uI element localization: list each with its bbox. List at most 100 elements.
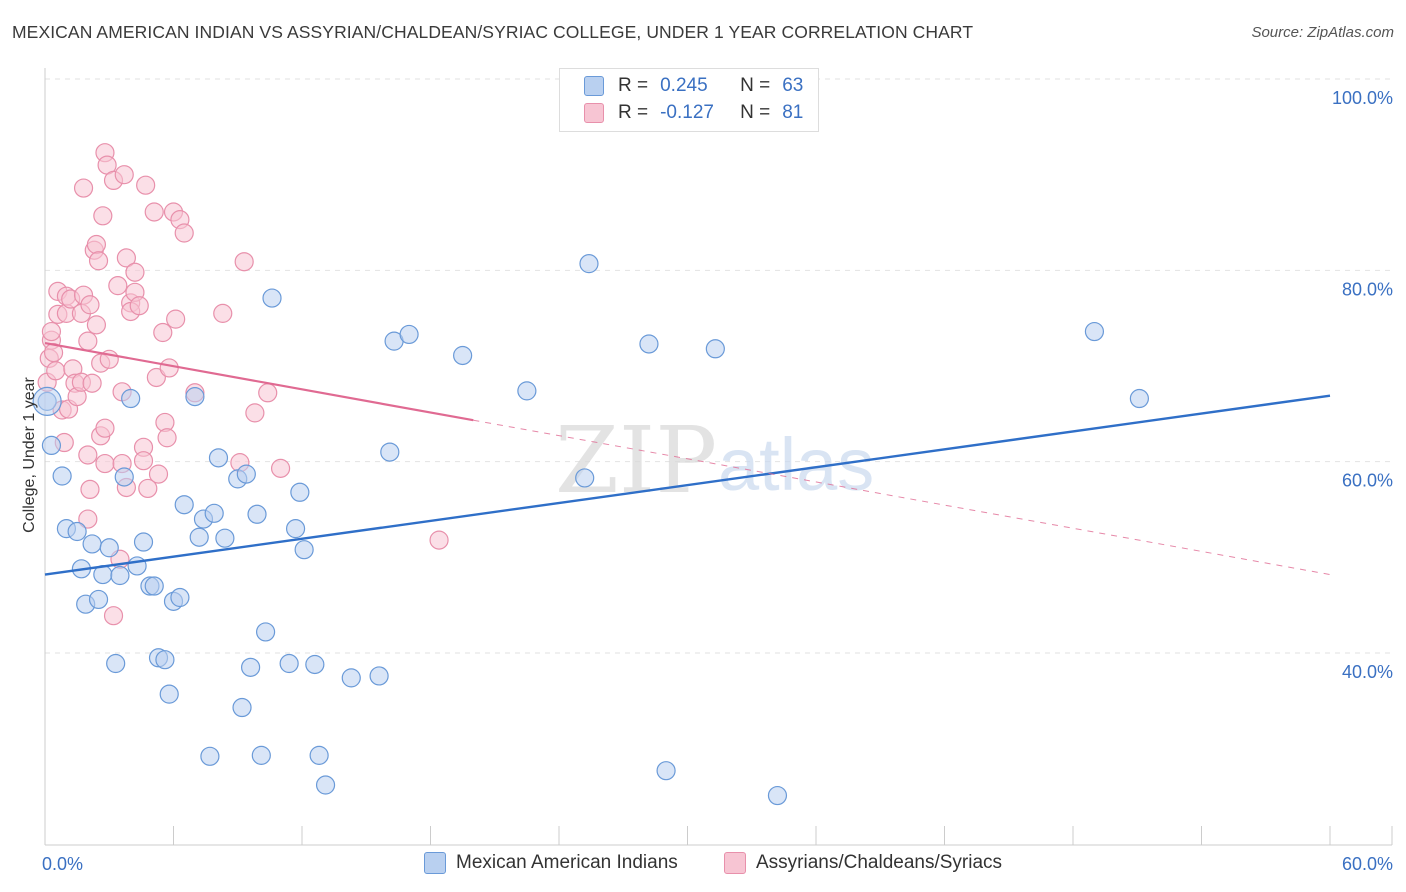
point-assyrians: [94, 207, 112, 225]
point-assyrians: [214, 304, 232, 322]
point-mexican-american-indians: [237, 465, 255, 483]
point-assyrians: [87, 316, 105, 334]
point-mexican-american-indians: [657, 762, 675, 780]
legend-swatch-blue: [424, 852, 446, 874]
point-assyrians: [175, 224, 193, 242]
point-assyrians: [246, 404, 264, 422]
legend-row-blue: R = 0.245 N = 63: [584, 74, 803, 98]
correlation-legend: R = 0.245 N = 63 R = -0.127 N = 81: [559, 68, 819, 132]
point-mexican-american-indians: [216, 529, 234, 547]
point-mexican-american-indians: [107, 655, 125, 673]
watermark-atlas: atlas: [718, 423, 874, 506]
point-mexican-american-indians: [291, 483, 309, 501]
point-mexican-american-indians: [111, 567, 129, 585]
point-mexican-american-indians: [233, 699, 251, 717]
point-mexican-american-indians: [90, 590, 108, 608]
legend-series-name: Assyrians/Chaldeans/Syriacs: [756, 852, 1002, 874]
point-mexican-american-indians: [252, 746, 270, 764]
legend-r-value: 0.245: [660, 75, 734, 97]
point-mexican-american-indians: [310, 746, 328, 764]
point-assyrians: [109, 277, 127, 295]
point-mexican-american-indians: [186, 388, 204, 406]
watermark-zip: ZIP: [555, 407, 717, 514]
y-tick-label: 100.0%: [1332, 88, 1393, 108]
point-assyrians: [272, 459, 290, 477]
point-mexican-american-indians: [454, 346, 472, 364]
point-mexican-american-indians: [205, 504, 223, 522]
point-mexican-american-indians: [171, 589, 189, 607]
point-mexican-american-indians: [1085, 323, 1103, 341]
point-mexican-american-indians: [306, 655, 324, 673]
legend-n-label: N =: [740, 75, 770, 97]
point-mexican-american-indians: [580, 255, 598, 273]
point-assyrians: [167, 310, 185, 328]
point-mexican-american-indians: [156, 651, 174, 669]
point-assyrians: [79, 332, 97, 350]
point-mexican-american-indians: [68, 523, 86, 541]
point-mexican-american-indians: [706, 340, 724, 358]
point-mexican-american-indians: [280, 655, 298, 673]
point-mexican-american-indians: [145, 577, 163, 595]
point-mexican-american-indians: [100, 539, 118, 557]
points-layer: [33, 144, 1148, 805]
grid-layer: [45, 79, 1392, 653]
point-assyrians: [87, 236, 105, 254]
legend-n-value: 63: [782, 75, 803, 97]
point-assyrians: [145, 203, 163, 221]
point-mexican-american-indians: [160, 685, 178, 703]
legend-r-label: R =: [618, 102, 648, 124]
point-mexican-american-indians: [263, 289, 281, 307]
point-mexican-american-indians: [122, 390, 140, 408]
point-mexican-american-indians: [201, 747, 219, 765]
point-mexican-american-indians: [83, 535, 101, 553]
y-tick-label: 80.0%: [1342, 279, 1393, 299]
point-assyrians: [158, 429, 176, 447]
point-assyrians: [160, 359, 178, 377]
legend-n-value: 81: [782, 102, 803, 124]
point-mexican-american-indians: [135, 533, 153, 551]
point-assyrians: [430, 531, 448, 549]
point-assyrians: [81, 296, 99, 314]
legend-item-mexican-american-indians: Mexican American Indians: [424, 852, 678, 874]
legend-r-value: -0.127: [660, 102, 734, 124]
point-mexican-american-indians: [640, 335, 658, 353]
point-assyrians: [130, 297, 148, 315]
point-assyrians: [47, 362, 65, 380]
point-assyrians: [90, 252, 108, 270]
point-assyrians: [81, 480, 99, 498]
point-mexican-american-indians: [295, 541, 313, 559]
point-mexican-american-indians: [175, 496, 193, 514]
legend-series-name: Mexican American Indians: [456, 852, 678, 874]
point-mexican-american-indians: [115, 468, 133, 486]
point-mexican-american-indians: [768, 787, 786, 805]
y-tick-label: 40.0%: [1342, 662, 1393, 682]
point-mexican-american-indians: [248, 505, 266, 523]
point-mexican-american-indians: [53, 467, 71, 485]
point-assyrians: [135, 452, 153, 470]
point-assyrians: [105, 607, 123, 625]
point-assyrians: [259, 384, 277, 402]
legend-swatch-blue: [584, 76, 604, 96]
point-mexican-american-indians: [1130, 390, 1148, 408]
point-assyrians: [83, 374, 101, 392]
point-assyrians: [79, 446, 97, 464]
point-assyrians: [137, 176, 155, 194]
point-mexican-american-indians: [257, 623, 275, 641]
point-mexican-american-indians: [317, 776, 335, 794]
point-assyrians: [150, 465, 168, 483]
legend-row-pink: R = -0.127 N = 81: [584, 101, 803, 125]
point-mexican-american-indians: [190, 528, 208, 546]
point-assyrians: [75, 179, 93, 197]
point-mexican-american-indians: [576, 469, 594, 487]
point-mexican-american-indians: [381, 443, 399, 461]
series-legend: Mexican American Indians Assyrians/Chald…: [0, 852, 1406, 878]
point-mexican-american-indians: [209, 449, 227, 467]
y-axis-label: College, Under 1 year: [21, 377, 38, 533]
point-mexican-american-indians: [400, 325, 418, 343]
legend-swatch-pink: [724, 852, 746, 874]
point-mexican-american-indians: [42, 436, 60, 454]
point-assyrians: [154, 324, 172, 342]
point-assyrians: [42, 323, 60, 341]
point-mexican-american-indians: [518, 382, 536, 400]
